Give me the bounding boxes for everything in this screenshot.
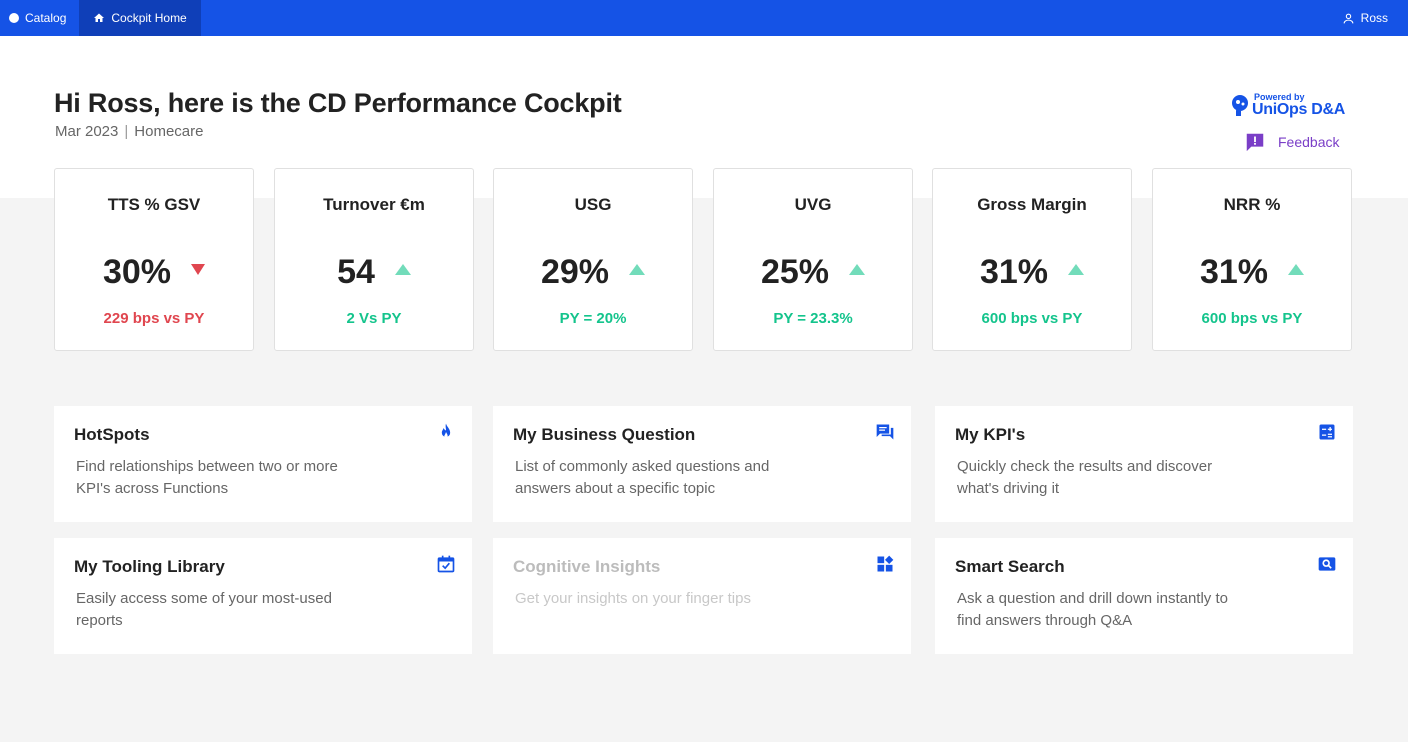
user-name: Ross [1360, 11, 1388, 25]
kpi-card-usg[interactable]: USG 29% PY = 20% [493, 168, 693, 351]
brand-name: UniOps D&A [1252, 101, 1346, 118]
tile-my-business-question[interactable]: My Business Question List of commonly as… [493, 406, 911, 522]
widgets-icon [877, 555, 894, 572]
nav-catalog[interactable]: Catalog [0, 0, 79, 36]
nav-cockpit-home[interactable]: Cockpit Home [79, 0, 201, 36]
tile-title: My Tooling Library [74, 557, 225, 576]
page-title: Hi Ross, here is the CD Performance Cock… [54, 88, 622, 118]
trend-up-icon [629, 263, 646, 275]
nav-catalog-label: Catalog [25, 11, 67, 25]
trend-up-icon [394, 263, 411, 275]
calendar-check-icon [437, 555, 455, 573]
nav-cockpit-home-label: Cockpit Home [111, 11, 187, 25]
feedback-button[interactable]: Feedback [1244, 131, 1339, 153]
kpi-title: UVG [794, 195, 832, 214]
trend-down-icon [191, 263, 206, 275]
kpi-title: Turnover €m [323, 195, 425, 214]
kpi-value-row: 31% [1153, 253, 1351, 292]
top-navigation-bar: Catalog Cockpit Home Ross [0, 0, 1408, 36]
calculator-icon [1319, 424, 1335, 440]
tile-description: Easily access some of your most-used rep… [76, 590, 332, 629]
tile-hotspots[interactable]: HotSpots Find relationships between two … [54, 406, 472, 522]
feedback-label: Feedback [1278, 134, 1340, 150]
tile-title: Smart Search [955, 557, 1065, 576]
kpi-card-uvg[interactable]: UVG 25% PY = 23.3% [713, 168, 913, 351]
kpi-value: 30% [102, 253, 172, 291]
tile-description: Ask a question and drill down instantly … [957, 590, 1228, 629]
kpi-title: USG [574, 195, 612, 214]
tile-title: Cognitive Insights [513, 557, 661, 576]
kpi-value: 31% [1199, 253, 1269, 291]
kpi-title: Gross Margin [977, 195, 1087, 214]
kpi-value-row: 31% [933, 253, 1131, 292]
kpi-value: 54 [337, 253, 375, 291]
kpi-value-row: 29% [494, 253, 692, 292]
kpi-value-row: 54 [275, 253, 473, 292]
kpi-card-nrr[interactable]: NRR % 31% 600 bps vs PY [1152, 168, 1352, 351]
trend-up-icon [1288, 263, 1305, 275]
tile-title: My KPI's [955, 425, 1026, 444]
kpi-comparison: 600 bps vs PY [1201, 310, 1303, 327]
kpi-comparison: PY = 20% [559, 310, 627, 327]
user-menu[interactable]: Ross [1333, 0, 1408, 36]
kpi-value: 29% [540, 253, 610, 291]
powered-by-logo: Powered by UniOps D&A [1230, 92, 1350, 122]
feedback-icon [1246, 133, 1264, 152]
home-icon [94, 13, 105, 22]
search-icon [1318, 557, 1336, 571]
trend-up-icon [1068, 263, 1085, 275]
tile-my-kpis[interactable]: My KPI's Quickly check the results and d… [935, 406, 1353, 522]
tile-description: Quickly check the results and discover w… [957, 458, 1213, 497]
kpi-comparison: PY = 23.3% [773, 310, 853, 327]
tile-cognitive-insights: Cognitive Insights Get your insights on … [493, 538, 911, 654]
kpi-comparison: 2 Vs PY [346, 310, 402, 327]
subtitle-separator: | [124, 123, 129, 140]
tile-title: HotSpots [74, 425, 150, 444]
tile-description: List of commonly asked questions and ans… [515, 458, 770, 497]
kpi-title: TTS % GSV [107, 195, 201, 214]
trend-up-icon [849, 263, 866, 275]
kpi-comparison: 229 bps vs PY [103, 310, 205, 327]
kpi-card-tts-gsv[interactable]: TTS % GSV 30% 229 bps vs PY [54, 168, 254, 351]
kpi-value-row: 30% [55, 253, 253, 292]
chat-icon [876, 424, 894, 440]
kpi-value-row: 25% [714, 253, 912, 292]
user-icon [1343, 13, 1354, 23]
kpi-title: NRR % [1223, 195, 1281, 214]
kpi-value: 31% [979, 253, 1049, 291]
tile-my-tooling-library[interactable]: My Tooling Library Easily access some of… [54, 538, 472, 654]
tile-description: Get your insights on your finger tips [515, 590, 751, 607]
page-subtitle: Mar 2023 | Homecare [55, 123, 203, 140]
powered-by-text: Powered by [1254, 92, 1305, 102]
catalog-icon [9, 13, 19, 23]
tile-title: My Business Question [513, 425, 696, 444]
tile-smart-search[interactable]: Smart Search Ask a question and drill do… [935, 538, 1353, 654]
category-label: Homecare [134, 123, 204, 140]
tile-description: Find relationships between two or more K… [76, 458, 338, 497]
kpi-card-turnover[interactable]: Turnover €m 54 2 Vs PY [274, 168, 474, 351]
period-label: Mar 2023 [55, 123, 119, 140]
flame-icon [441, 423, 451, 438]
brain-logo-icon [1232, 95, 1248, 116]
kpi-comparison: 600 bps vs PY [981, 310, 1083, 327]
kpi-value: 25% [760, 253, 830, 291]
kpi-card-gross-margin[interactable]: Gross Margin 31% 600 bps vs PY [932, 168, 1132, 351]
